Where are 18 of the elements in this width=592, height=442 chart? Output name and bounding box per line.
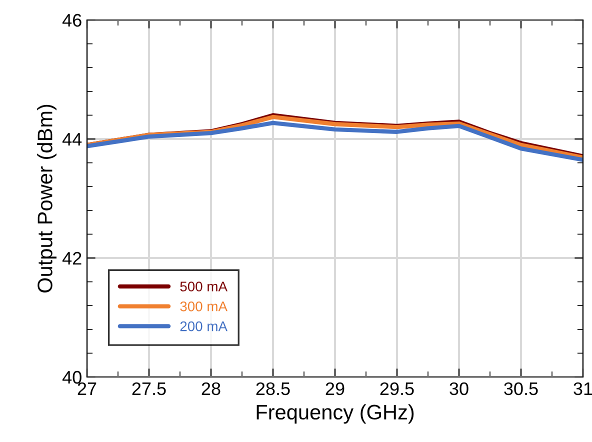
x-axis-title: Frequency (GHz) bbox=[256, 404, 414, 424]
legend-label: 200 mA bbox=[180, 321, 228, 332]
y-axis-title: Output Power (dBm) bbox=[37, 104, 56, 292]
x-tick-label: 29 bbox=[326, 382, 344, 396]
x-tick-label: 28.5 bbox=[256, 382, 290, 396]
legend-label: 500 mA bbox=[180, 282, 228, 292]
x-tick-label: 29.5 bbox=[380, 382, 414, 396]
x-tick-label: 30 bbox=[450, 382, 468, 396]
x-tick-label: 27 bbox=[78, 382, 96, 395]
x-tick-label: 28 bbox=[202, 382, 220, 396]
x-tick-label: 31 bbox=[574, 382, 592, 396]
y-tick-label: 44 bbox=[62, 133, 82, 146]
x-tick-label: 30.5 bbox=[504, 382, 538, 396]
y-tick-label: 46 bbox=[62, 14, 82, 27]
y-tick-label: 40 bbox=[62, 370, 82, 384]
y-tick-label: 42 bbox=[62, 252, 82, 265]
legend-label: 300 mA bbox=[180, 301, 228, 312]
x-tick-label: 27.5 bbox=[132, 382, 166, 396]
